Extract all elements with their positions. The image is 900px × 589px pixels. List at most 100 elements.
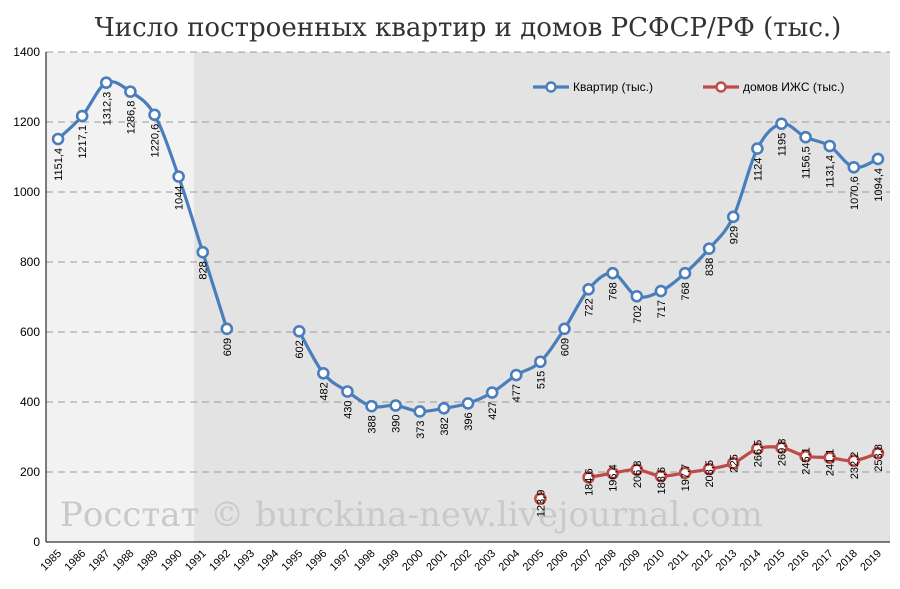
data-point (461, 397, 475, 410)
data-point (437, 401, 451, 415)
data-point (582, 471, 595, 484)
data-point (558, 322, 571, 336)
data-point (775, 117, 788, 131)
data-point (341, 385, 354, 398)
data-point (823, 139, 837, 153)
data-label: 768 (608, 282, 620, 300)
data-point (654, 469, 668, 483)
data-label: 929 (728, 226, 740, 244)
data-label: 427 (487, 402, 499, 420)
legend-label: Квартир (тыс.) (573, 80, 653, 94)
legend-marker (545, 81, 557, 93)
data-label: 1151,4 (53, 148, 65, 181)
data-label: 609 (559, 338, 571, 356)
y-axis-tick-labels: 0 200 400 600 800 1000 1200 1400 (13, 45, 40, 549)
data-point (799, 449, 812, 463)
data-label: 515 (535, 371, 547, 389)
data-point (654, 284, 668, 298)
data-point (148, 108, 161, 122)
y-tick-label: 600 (20, 325, 40, 339)
data-point (220, 322, 234, 336)
data-label: 1220,6 (150, 124, 162, 158)
chart-title: Число построенных квартир и домов РСФСР/… (95, 13, 842, 43)
data-label: 1044 (174, 186, 186, 210)
data-point (606, 466, 619, 480)
data-point (485, 386, 499, 399)
data-point (702, 462, 716, 476)
data-point (871, 446, 885, 460)
data-point (75, 109, 89, 123)
data-point (292, 324, 306, 338)
data-label: 390 (391, 415, 403, 433)
plot-area-soviet-era (46, 52, 194, 542)
data-label: 197,7 (680, 464, 692, 492)
data-label: 206,8 (632, 461, 644, 489)
legend: Квартир (тыс.) домов ИЖС (тыс.) (533, 80, 844, 94)
data-point (678, 266, 692, 280)
data-label: 188,6 (656, 467, 668, 495)
data-label: 241,1 (825, 449, 837, 477)
data-label: 828 (198, 261, 210, 279)
y-tick-label: 800 (20, 255, 40, 269)
data-label: 388 (367, 415, 379, 433)
data-point (823, 451, 837, 464)
data-labels-layer: 1151,4 1217,1 1312,3 1286,8 1220,6 1044 828 609… (53, 92, 885, 517)
data-point (726, 456, 740, 470)
series-layer (51, 76, 885, 505)
data-label: 482 (318, 382, 330, 400)
data-point (726, 210, 740, 224)
data-point (196, 245, 210, 259)
data-label: 702 (632, 305, 644, 323)
y-tick-label: 400 (20, 395, 40, 409)
data-point (534, 492, 547, 505)
data-label: 477 (511, 384, 523, 402)
data-label: 382 (439, 417, 451, 435)
data-label: 1312,3 (101, 92, 113, 126)
y-tick-label: 0 (33, 535, 40, 549)
data-point (871, 152, 885, 166)
data-label: 1217,1 (77, 125, 89, 159)
y-tick-label: 1000 (13, 185, 40, 199)
data-label: 245,1 (801, 447, 813, 475)
data-point (51, 132, 65, 146)
data-label: 396 (463, 412, 475, 430)
data-label: 1195 (776, 133, 788, 157)
data-point (751, 442, 764, 456)
data-point (847, 160, 861, 174)
data-point (799, 130, 812, 144)
data-label: 1286,8 (125, 101, 137, 135)
data-label: 602 (294, 340, 306, 358)
data-point (606, 266, 619, 280)
y-tick-label: 1400 (13, 45, 40, 59)
data-label: 1124 (752, 158, 764, 182)
data-point (702, 242, 716, 255)
data-point (630, 289, 644, 303)
data-label: 196,4 (608, 464, 620, 492)
data-point (365, 399, 378, 413)
data-point (124, 85, 137, 98)
data-point (413, 405, 427, 418)
data-point (389, 399, 402, 412)
data-point (847, 454, 861, 468)
data-point (582, 282, 595, 296)
data-point (317, 366, 330, 380)
data-point (775, 441, 788, 454)
data-point (678, 466, 692, 480)
data-label: 1070,6 (849, 176, 861, 210)
data-point (534, 355, 547, 369)
data-label: 430 (342, 401, 354, 419)
data-label: 768 (680, 282, 692, 300)
data-label: 1156,5 (801, 146, 813, 179)
data-label: 609 (222, 338, 234, 356)
data-label: 838 (704, 258, 716, 276)
plot-area-rf-era (194, 52, 890, 542)
data-point (172, 170, 185, 183)
legend-label: домов ИЖС (тыс.) (743, 80, 844, 94)
data-label: 1131,4 (825, 155, 837, 188)
data-label: 253,8 (873, 444, 885, 472)
data-label: 208,5 (704, 460, 716, 488)
data-point (630, 463, 644, 476)
data-label: 1094,4 (873, 168, 885, 202)
y-tick-label: 200 (20, 465, 40, 479)
